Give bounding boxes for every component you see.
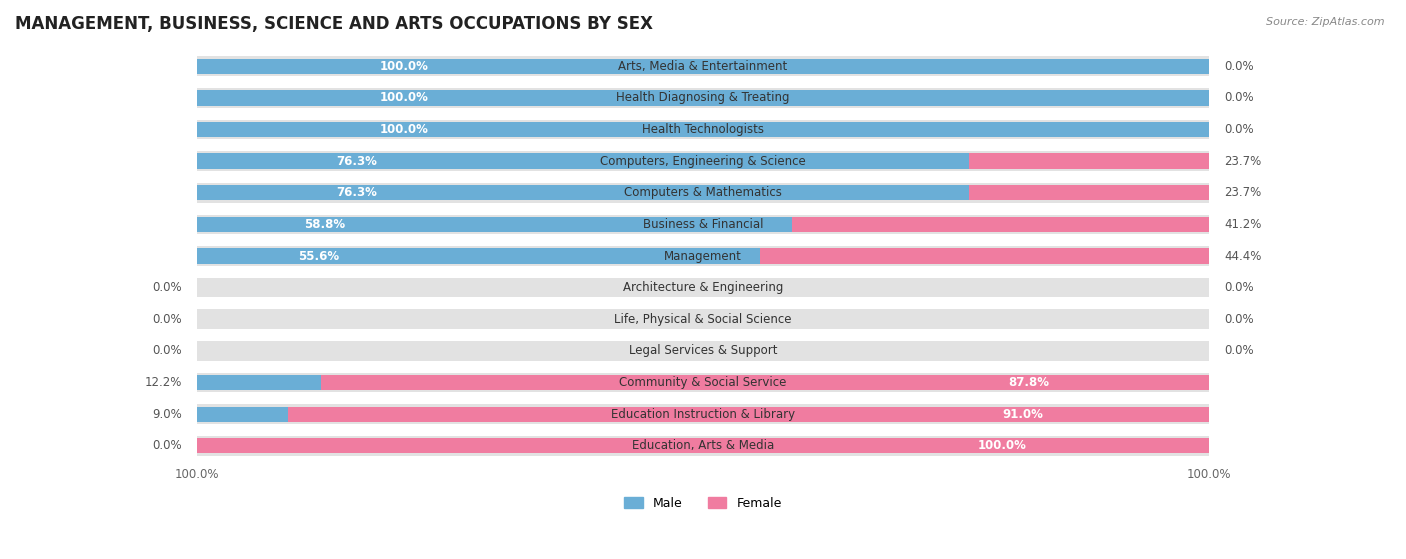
Text: 87.8%: 87.8% xyxy=(1008,376,1049,389)
Text: Management: Management xyxy=(664,249,742,263)
Text: 100.0%: 100.0% xyxy=(1187,468,1232,481)
Bar xyxy=(197,341,1209,361)
Text: Education, Arts & Media: Education, Arts & Media xyxy=(631,439,775,452)
Text: 0.0%: 0.0% xyxy=(1225,123,1254,136)
Bar xyxy=(969,154,1209,169)
Bar xyxy=(197,248,759,264)
Bar xyxy=(197,183,1209,202)
Text: Legal Services & Support: Legal Services & Support xyxy=(628,344,778,357)
Bar xyxy=(197,151,1209,171)
Bar xyxy=(197,404,1209,424)
Text: 0.0%: 0.0% xyxy=(1225,313,1254,326)
Text: Life, Physical & Social Science: Life, Physical & Social Science xyxy=(614,313,792,326)
Text: 0.0%: 0.0% xyxy=(1225,60,1254,73)
Bar xyxy=(197,217,792,232)
Bar xyxy=(759,248,1209,264)
Text: Computers, Engineering & Science: Computers, Engineering & Science xyxy=(600,155,806,168)
Text: 0.0%: 0.0% xyxy=(152,344,181,357)
Text: 0.0%: 0.0% xyxy=(152,281,181,294)
Bar xyxy=(197,122,1209,137)
Text: Community & Social Service: Community & Social Service xyxy=(619,376,787,389)
Bar xyxy=(197,56,1209,76)
Text: 9.0%: 9.0% xyxy=(152,408,181,421)
Bar xyxy=(321,375,1209,390)
Text: 100.0%: 100.0% xyxy=(979,439,1026,452)
Text: 0.0%: 0.0% xyxy=(1225,281,1254,294)
Text: 100.0%: 100.0% xyxy=(174,468,219,481)
Bar xyxy=(197,436,1209,456)
Text: Health Technologists: Health Technologists xyxy=(643,123,763,136)
Text: Source: ZipAtlas.com: Source: ZipAtlas.com xyxy=(1267,17,1385,27)
Bar xyxy=(197,278,1209,297)
Legend: Male, Female: Male, Female xyxy=(619,492,787,515)
Text: 0.0%: 0.0% xyxy=(1225,344,1254,357)
Bar xyxy=(197,185,969,200)
Text: 100.0%: 100.0% xyxy=(380,60,427,73)
Text: 91.0%: 91.0% xyxy=(1002,408,1043,421)
Text: 100.0%: 100.0% xyxy=(380,91,427,105)
Bar xyxy=(197,406,288,422)
Text: 0.0%: 0.0% xyxy=(152,439,181,452)
Text: MANAGEMENT, BUSINESS, SCIENCE AND ARTS OCCUPATIONS BY SEX: MANAGEMENT, BUSINESS, SCIENCE AND ARTS O… xyxy=(15,15,652,33)
Text: 0.0%: 0.0% xyxy=(1225,91,1254,105)
Bar xyxy=(197,375,321,390)
Text: 76.3%: 76.3% xyxy=(336,186,377,199)
Text: Computers & Mathematics: Computers & Mathematics xyxy=(624,186,782,199)
Bar xyxy=(969,185,1209,200)
Bar xyxy=(197,88,1209,108)
Text: 58.8%: 58.8% xyxy=(304,218,346,231)
Text: 100.0%: 100.0% xyxy=(380,123,427,136)
Text: 76.3%: 76.3% xyxy=(336,155,377,168)
Text: Education Instruction & Library: Education Instruction & Library xyxy=(612,408,794,421)
Text: Architecture & Engineering: Architecture & Engineering xyxy=(623,281,783,294)
Bar xyxy=(288,406,1209,422)
Bar xyxy=(197,120,1209,139)
Bar xyxy=(792,217,1209,232)
Text: 23.7%: 23.7% xyxy=(1225,186,1261,199)
Text: 41.2%: 41.2% xyxy=(1225,218,1261,231)
Text: 44.4%: 44.4% xyxy=(1225,249,1261,263)
Bar xyxy=(197,215,1209,234)
Bar xyxy=(197,59,1209,74)
Text: 55.6%: 55.6% xyxy=(298,249,339,263)
Text: Business & Financial: Business & Financial xyxy=(643,218,763,231)
Bar xyxy=(197,373,1209,392)
Bar xyxy=(197,246,1209,266)
Bar xyxy=(197,90,1209,106)
Text: 12.2%: 12.2% xyxy=(145,376,181,389)
Text: 23.7%: 23.7% xyxy=(1225,155,1261,168)
Bar xyxy=(197,438,1209,453)
Text: Arts, Media & Entertainment: Arts, Media & Entertainment xyxy=(619,60,787,73)
Text: Health Diagnosing & Treating: Health Diagnosing & Treating xyxy=(616,91,790,105)
Text: 0.0%: 0.0% xyxy=(152,313,181,326)
Bar xyxy=(197,154,969,169)
Bar xyxy=(197,310,1209,329)
